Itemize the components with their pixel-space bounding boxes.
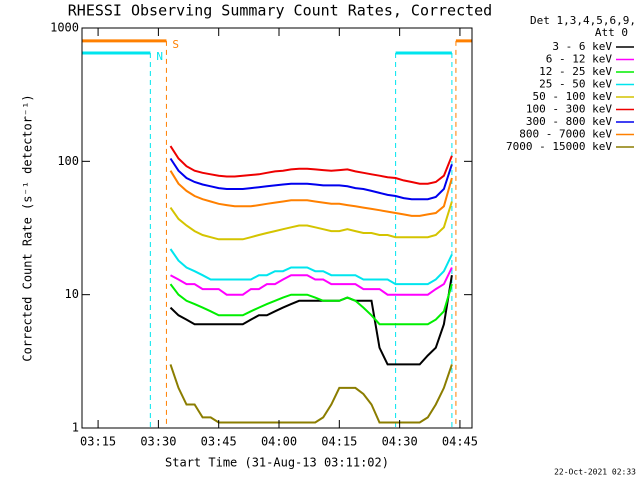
flag-label: S <box>172 38 179 51</box>
footer: 22-Oct-2021 02:33 <box>554 468 636 477</box>
x-tick-label: 04:00 <box>261 435 297 449</box>
y-axis-label: Corrected Count Rate (s⁻¹ detector⁻¹) <box>21 94 35 361</box>
legend-title: Det 1,3,4,5,6,9, <box>530 14 636 27</box>
x-tick-label: 03:30 <box>140 435 176 449</box>
x-tick-label: 03:45 <box>201 435 237 449</box>
x-tick-label: 04:45 <box>442 435 478 449</box>
y-tick-label: 1 <box>72 421 79 435</box>
legend-title: Att 0 <box>595 26 628 39</box>
x-tick-label: 04:30 <box>382 435 418 449</box>
x-tick-label: 03:15 <box>80 435 116 449</box>
series-line <box>169 145 453 185</box>
series-line <box>169 157 453 201</box>
y-tick-label: 100 <box>57 154 79 168</box>
legend-label: 25 - 50 keV <box>539 78 612 91</box>
x-axis-label: Start Time (31-Aug-13 03:11:02) <box>165 456 389 470</box>
chart-title: RHESSI Observing Summary Count Rates, Co… <box>68 2 492 20</box>
series-line <box>169 275 453 366</box>
flag-label: N <box>156 50 163 63</box>
plot-frame <box>81 27 473 429</box>
series-line <box>169 283 453 326</box>
legend-label: 12 - 25 keV <box>539 65 612 78</box>
y-tick-label: 10 <box>65 287 79 301</box>
x-tick-label: 04:15 <box>321 435 357 449</box>
legend-label: 100 - 300 keV <box>526 103 612 116</box>
legend-label: 6 - 12 keV <box>546 53 613 66</box>
y-tick-label: 1000 <box>50 21 79 35</box>
legend-label: 3 - 6 keV <box>552 40 612 53</box>
series-line <box>170 267 453 296</box>
series-line <box>169 170 453 217</box>
series-line <box>169 248 453 286</box>
legend-label: 300 - 800 keV <box>526 115 612 128</box>
series-line <box>169 364 453 424</box>
legend-label: 50 - 100 keV <box>533 90 613 103</box>
series-line <box>169 201 453 241</box>
legend-label: 7000 - 15000 keV <box>506 140 612 153</box>
legend-label: 800 - 7000 keV <box>519 128 612 141</box>
